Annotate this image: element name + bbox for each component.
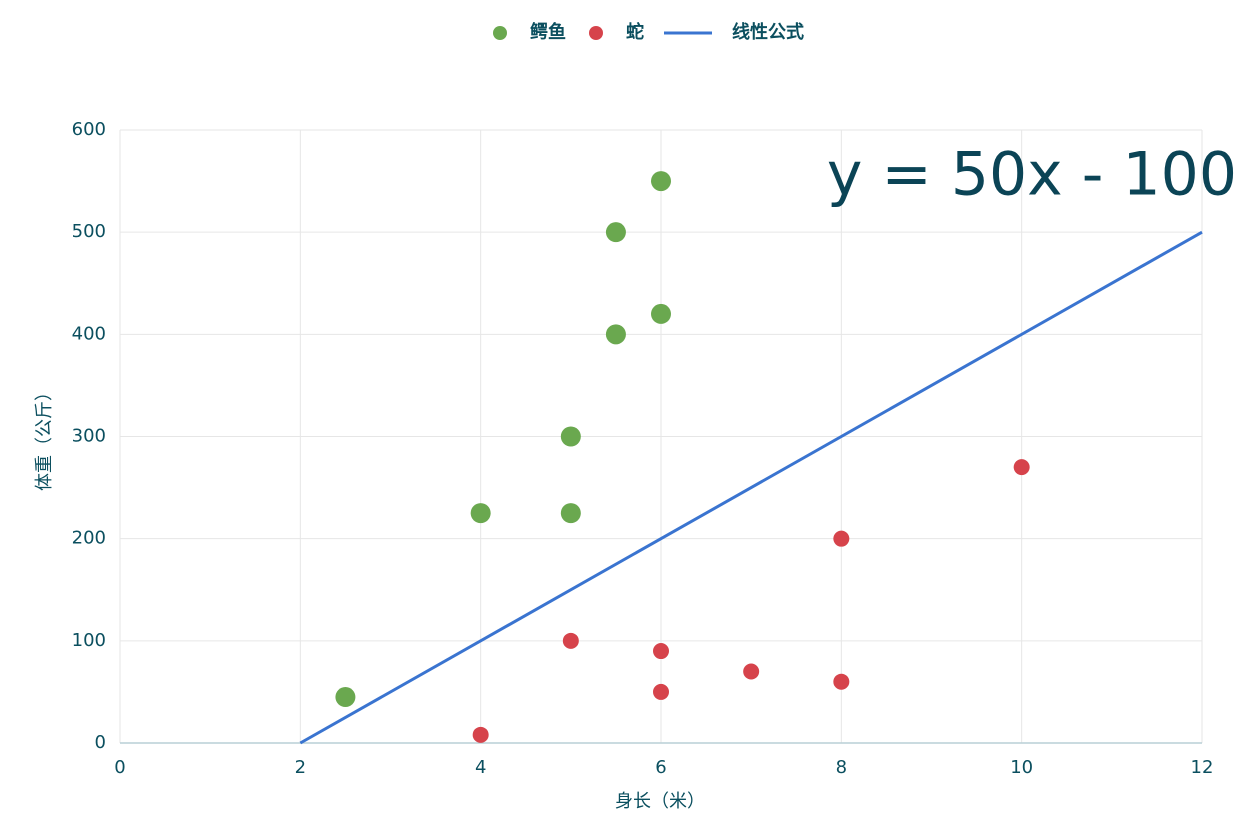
- legend-label: 蛇: [626, 21, 644, 43]
- y-tick-label: 500: [72, 221, 106, 242]
- point: [470, 503, 491, 524]
- point: [560, 503, 581, 524]
- point: [472, 726, 489, 743]
- legend-label: 线性公式: [732, 21, 804, 43]
- legend-swatch: [493, 26, 507, 40]
- x-tick-label: 12: [1191, 757, 1214, 778]
- point: [562, 632, 579, 649]
- legend-label: 鳄鱼: [530, 21, 566, 43]
- point: [1013, 459, 1030, 476]
- point: [560, 426, 581, 447]
- x-tick-label: 4: [475, 757, 486, 778]
- y-tick-label: 100: [72, 630, 106, 651]
- point: [743, 663, 760, 680]
- x-tick-label: 8: [836, 757, 847, 778]
- point: [335, 687, 356, 708]
- point: [651, 171, 671, 192]
- point: [653, 683, 669, 700]
- trend-line: [299, 230, 1203, 745]
- point: [833, 673, 850, 690]
- y-tick-label: 600: [72, 119, 106, 140]
- y-axis-label: 体重（公斤）: [34, 383, 55, 491]
- x-tick-label: 10: [1010, 757, 1033, 778]
- point: [653, 643, 669, 660]
- point: [833, 530, 850, 547]
- annotation: y = 50x - 100: [827, 140, 1237, 210]
- legend-swatch: [589, 26, 603, 40]
- y-tick-label: 0: [95, 732, 106, 753]
- x-axis-label: 身长（米）: [615, 791, 705, 812]
- point: [605, 222, 626, 243]
- y-tick-label: 400: [72, 323, 106, 344]
- point: [605, 324, 626, 345]
- point: [651, 303, 671, 324]
- y-tick-label: 200: [72, 528, 106, 549]
- y-tick-label: 300: [72, 426, 106, 447]
- x-tick-label: 6: [655, 757, 666, 778]
- x-tick-label: 0: [114, 757, 125, 778]
- x-tick-label: 2: [295, 757, 306, 778]
